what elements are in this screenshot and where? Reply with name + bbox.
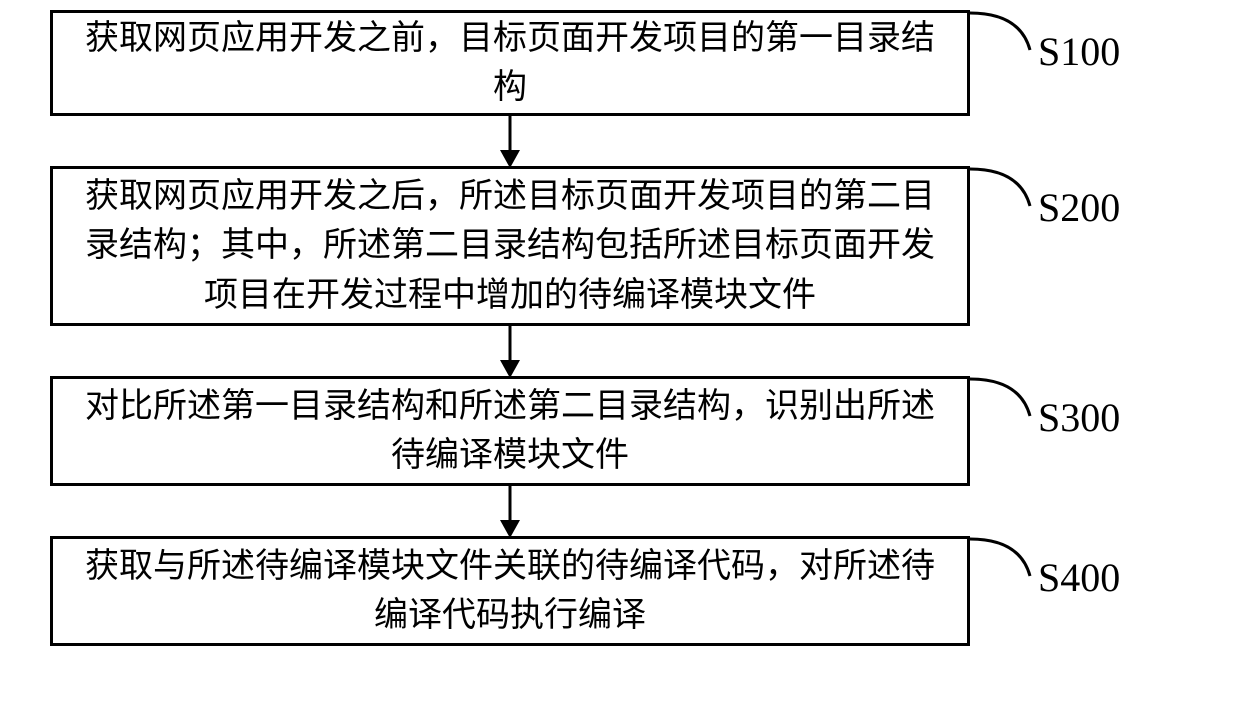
step-box-4: 获取与所述待编译模块文件关联的待编译代码，对所述待编译代码执行编译 xyxy=(50,536,970,646)
arrow-2 xyxy=(50,326,970,376)
arrow-svg-1 xyxy=(490,114,530,168)
step-label-wrap-3: S300 xyxy=(970,376,1170,486)
arrow-3 xyxy=(50,486,970,536)
arrow-1 xyxy=(50,116,970,166)
step-text-3: 对比所述第一目录结构和所述第二目录结构，识别出所述待编译模块文件 xyxy=(73,382,947,481)
step-label-2: S200 xyxy=(1038,184,1120,231)
step-row-1: 获取网页应用开发之前，目标页面开发项目的第一目录结构 S100 xyxy=(50,10,1190,116)
step-label-1: S100 xyxy=(1038,28,1120,75)
step-label-3: S300 xyxy=(1038,394,1120,441)
step-row-3: 对比所述第一目录结构和所述第二目录结构，识别出所述待编译模块文件 S300 xyxy=(50,376,1190,486)
step-label-wrap-4: S400 xyxy=(970,536,1170,646)
step-label-4: S400 xyxy=(1038,554,1120,601)
arrow-svg-2 xyxy=(490,324,530,378)
step-text-1: 获取网页应用开发之前，目标页面开发项目的第一目录结构 xyxy=(73,14,947,113)
step-box-2: 获取网页应用开发之后，所述目标页面开发项目的第二目录结构；其中，所述第二目录结构… xyxy=(50,166,970,326)
arrow-svg-3 xyxy=(490,484,530,538)
step-text-2: 获取网页应用开发之后，所述目标页面开发项目的第二目录结构；其中，所述第二目录结构… xyxy=(73,172,947,320)
step-row-4: 获取与所述待编译模块文件关联的待编译代码，对所述待编译代码执行编译 S400 xyxy=(50,536,1190,646)
step-box-3: 对比所述第一目录结构和所述第二目录结构，识别出所述待编译模块文件 xyxy=(50,376,970,486)
step-row-2: 获取网页应用开发之后，所述目标页面开发项目的第二目录结构；其中，所述第二目录结构… xyxy=(50,166,1190,326)
step-text-4: 获取与所述待编译模块文件关联的待编译代码，对所述待编译代码执行编译 xyxy=(73,542,947,641)
flowchart-container: 获取网页应用开发之前，目标页面开发项目的第一目录结构 S100 获取网页应用开发… xyxy=(50,10,1190,646)
step-box-1: 获取网页应用开发之前，目标页面开发项目的第一目录结构 xyxy=(50,10,970,116)
step-label-wrap-2: S200 xyxy=(970,166,1170,326)
step-label-wrap-1: S100 xyxy=(970,10,1170,116)
